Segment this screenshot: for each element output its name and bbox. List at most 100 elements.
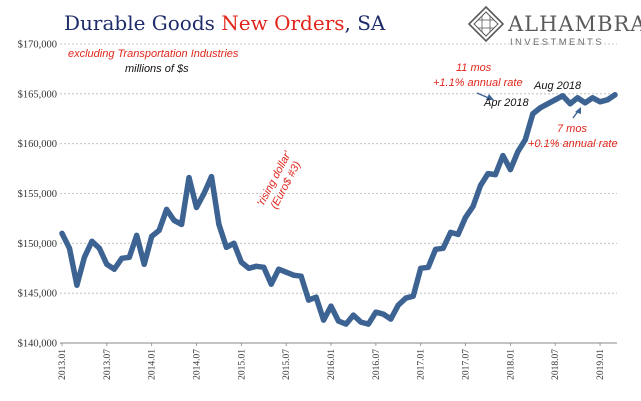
data-point bbox=[96, 245, 102, 251]
data-point bbox=[343, 321, 349, 327]
data-point bbox=[156, 227, 162, 233]
data-point bbox=[328, 303, 334, 309]
data-point bbox=[560, 93, 566, 99]
data-point bbox=[589, 95, 596, 101]
data-point bbox=[313, 294, 319, 300]
data-point bbox=[141, 261, 147, 267]
data-point bbox=[515, 149, 521, 155]
chart-subtitle: excluding Transportation Industries bbox=[68, 48, 239, 60]
x-tick-label: 2018.07 bbox=[551, 349, 561, 380]
data-point bbox=[111, 266, 117, 272]
x-tick-label: 2013.07 bbox=[103, 349, 113, 380]
data-point bbox=[208, 173, 215, 180]
data-point bbox=[507, 166, 513, 173]
y-tick-label: $150,000 bbox=[18, 239, 57, 250]
arrow-apr-2018-head bbox=[486, 94, 494, 100]
data-point bbox=[373, 309, 379, 315]
logo-sub: INVESTMENTS bbox=[510, 37, 604, 48]
data-point bbox=[395, 302, 401, 308]
data-point bbox=[582, 100, 588, 106]
y-tick-label: $165,000 bbox=[18, 89, 57, 100]
x-tick-label: 2016.07 bbox=[372, 349, 382, 380]
apr-2018-label: Apr 2018 bbox=[483, 97, 530, 109]
data-point bbox=[81, 254, 88, 260]
data-point bbox=[425, 264, 431, 270]
series-line bbox=[59, 92, 618, 327]
data-point bbox=[462, 214, 469, 221]
data-point bbox=[545, 101, 551, 107]
data-point bbox=[612, 92, 618, 98]
x-tick-label: 2014.07 bbox=[193, 349, 203, 380]
data-point bbox=[485, 170, 491, 177]
data-point bbox=[403, 295, 409, 301]
data-point bbox=[418, 265, 424, 271]
data-point bbox=[149, 233, 155, 239]
arrow-aug-2018-head bbox=[575, 107, 581, 114]
x-tick-label: 2013.01 bbox=[58, 349, 68, 380]
data-point bbox=[500, 153, 506, 159]
data-point bbox=[283, 269, 289, 275]
eleven-months-rate: +1.1% annual rate bbox=[433, 77, 523, 89]
x-tick-label: 2018.01 bbox=[506, 349, 516, 380]
data-point bbox=[246, 265, 252, 271]
data-point bbox=[306, 297, 312, 303]
data-point bbox=[89, 238, 95, 244]
x-tick-label: 2014.01 bbox=[148, 349, 158, 380]
data-point bbox=[171, 217, 177, 224]
data-point bbox=[104, 261, 110, 267]
data-point bbox=[575, 95, 581, 101]
data-point bbox=[380, 311, 386, 317]
series bbox=[59, 92, 618, 327]
data-point bbox=[253, 263, 259, 269]
data-point bbox=[320, 317, 327, 323]
data-point bbox=[291, 272, 297, 278]
x-tick-label: 2015.01 bbox=[237, 349, 247, 380]
data-point bbox=[164, 206, 170, 213]
title-part-1: Durable Goods bbox=[64, 11, 221, 35]
y-axis: $140,000 $145,000 $150,000 $155,000 $160,000… bbox=[18, 40, 57, 350]
data-point bbox=[604, 97, 611, 103]
data-point bbox=[66, 245, 73, 251]
data-point bbox=[178, 221, 185, 227]
y-tick-label: $140,000 bbox=[18, 339, 57, 350]
data-point bbox=[59, 230, 65, 236]
x-axis: 2013.01 2013.07 2014.01 2014.07 2015.01 2015.… bbox=[58, 342, 617, 380]
rising-dollar-annotation: 'rising dollar' (Euro$ #3) bbox=[255, 149, 304, 211]
title-part-3: , SA bbox=[345, 11, 386, 35]
data-point bbox=[522, 137, 528, 143]
y-tick-label: $160,000 bbox=[18, 139, 57, 150]
data-point bbox=[74, 282, 80, 288]
data-point bbox=[492, 171, 499, 178]
data-point bbox=[537, 105, 543, 111]
data-point bbox=[193, 204, 200, 211]
data-point bbox=[201, 190, 207, 197]
data-point bbox=[410, 293, 416, 299]
data-point bbox=[597, 99, 603, 105]
data-point bbox=[365, 321, 371, 327]
data-point bbox=[216, 221, 222, 227]
data-point bbox=[567, 101, 573, 107]
data-point bbox=[126, 254, 132, 260]
data-point bbox=[358, 319, 364, 325]
logo-name: ALHAMBRA bbox=[507, 12, 641, 36]
data-point bbox=[447, 229, 454, 235]
y-tick-label: $170,000 bbox=[18, 40, 57, 51]
alhambra-diamond-logo-icon bbox=[467, 5, 505, 43]
data-point bbox=[350, 312, 357, 318]
seven-months-rate: +0.1% annual rate bbox=[528, 138, 618, 150]
x-tick-label: 2017.01 bbox=[417, 349, 427, 380]
data-point bbox=[455, 231, 461, 237]
data-point bbox=[268, 281, 274, 287]
aug-2018-label: Aug 2018 bbox=[533, 80, 582, 92]
data-point bbox=[552, 97, 558, 103]
title-part-2: New Orders bbox=[221, 11, 344, 35]
seven-months-label: 7 mos bbox=[557, 123, 587, 135]
data-point bbox=[477, 182, 484, 189]
data-point bbox=[276, 266, 282, 272]
data-point bbox=[238, 259, 244, 265]
data-point bbox=[261, 264, 267, 270]
data-point bbox=[223, 244, 230, 250]
x-tick-label: 2017.07 bbox=[462, 349, 472, 380]
y-tick-label: $145,000 bbox=[18, 289, 57, 300]
